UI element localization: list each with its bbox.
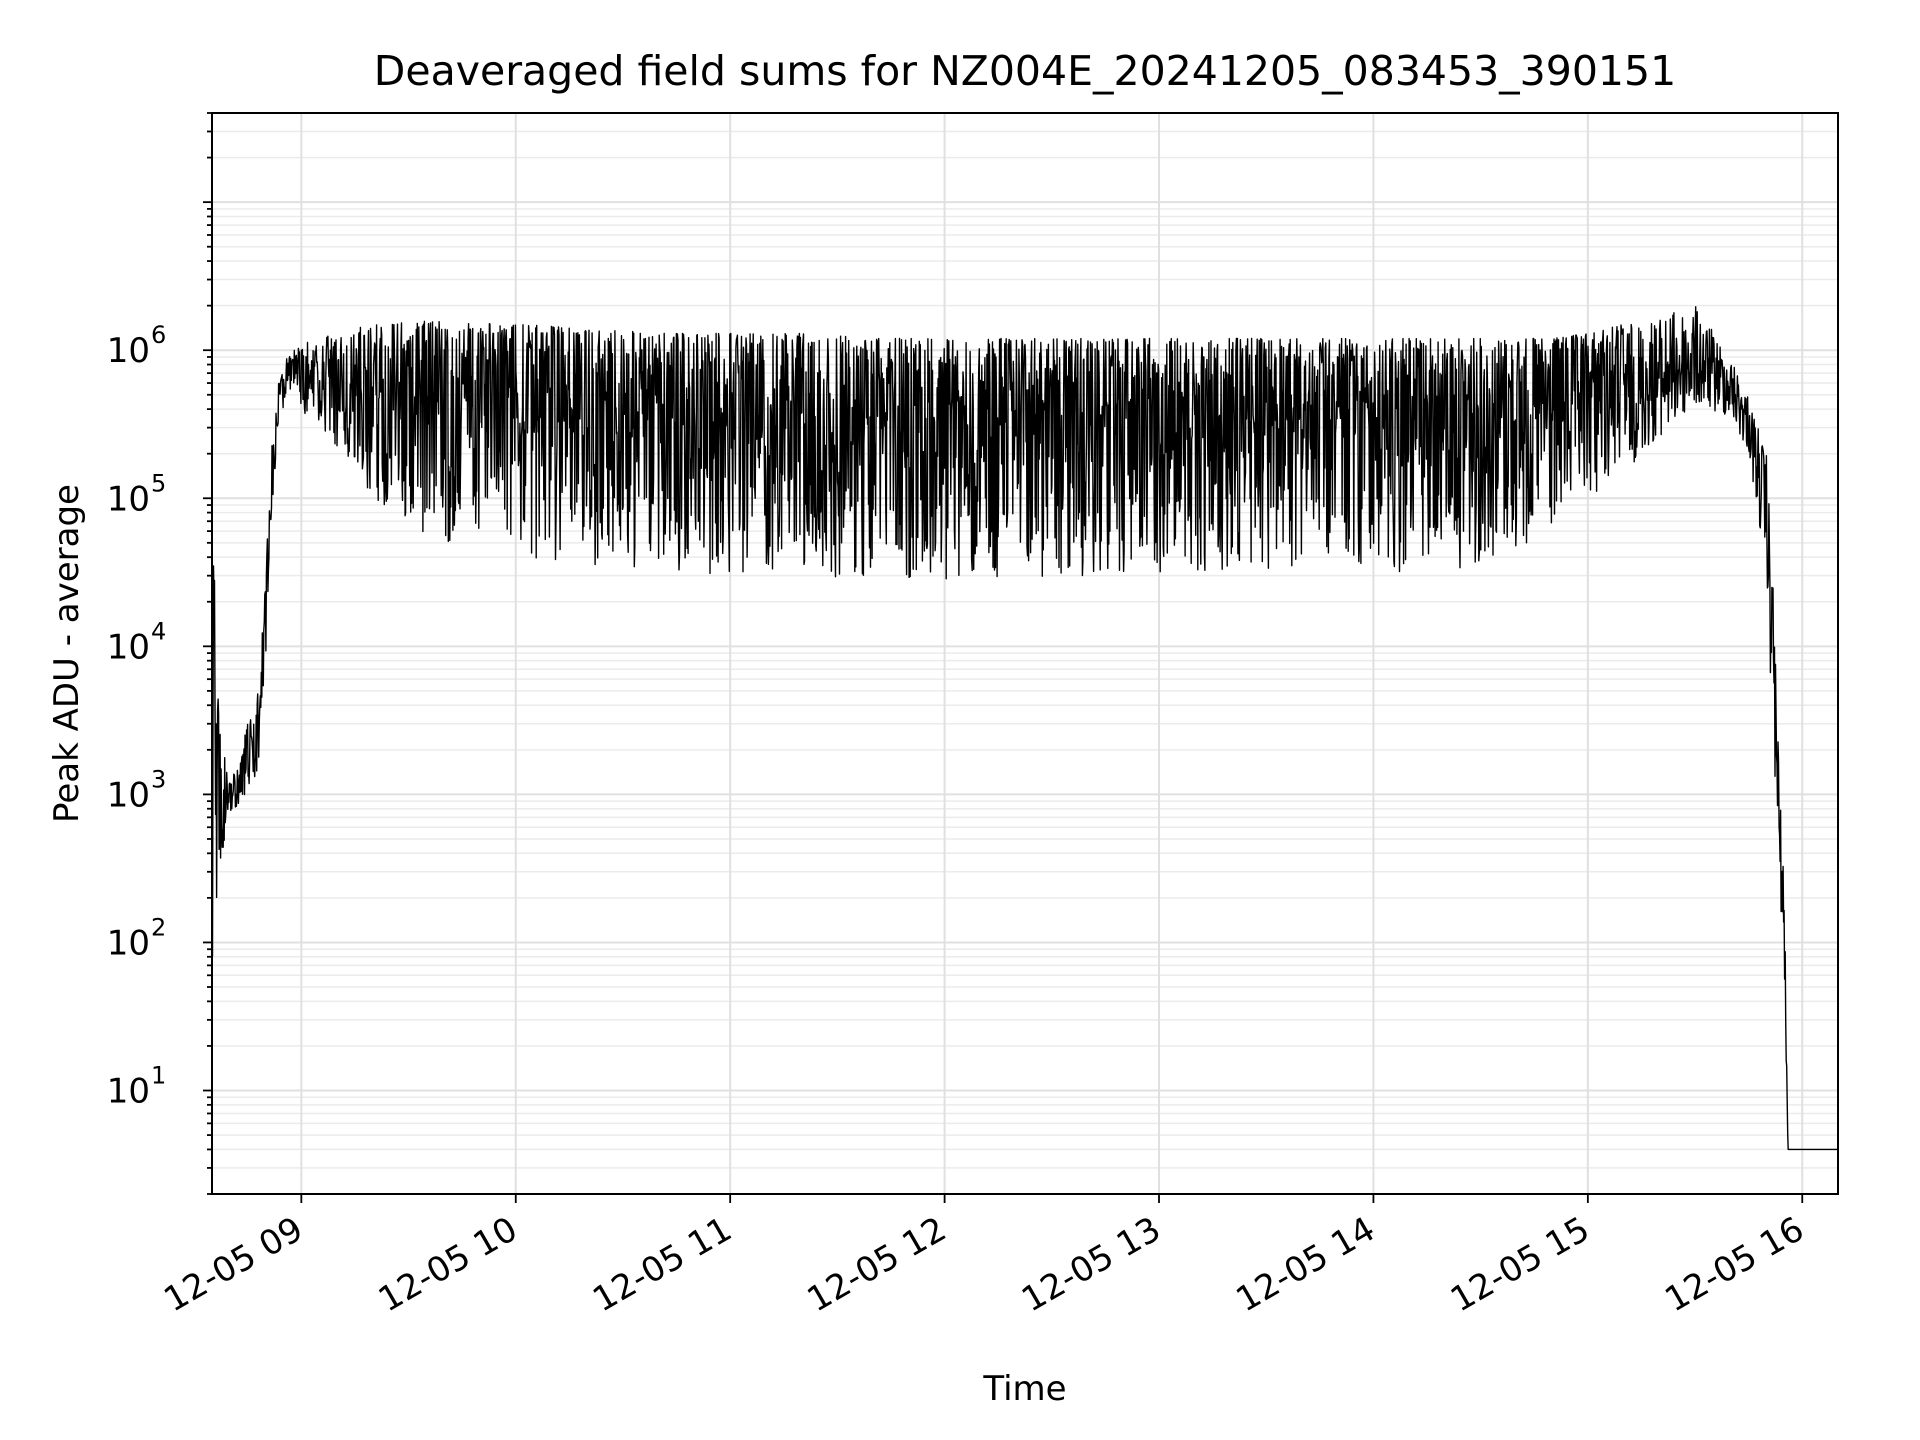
y-tick-label-exponent: 5 — [151, 469, 166, 497]
y-tick-label-exponent: 6 — [151, 321, 166, 349]
y-tick-label-exponent: 4 — [151, 617, 166, 645]
y-axis-label: Peak ADU - average — [47, 484, 87, 823]
y-tick-label: 10 — [107, 1072, 150, 1112]
y-tick-label: 10 — [107, 331, 150, 371]
chart-title: Deaveraged field sums for NZ004E_2024120… — [374, 47, 1676, 95]
y-tick-label-exponent: 2 — [151, 913, 166, 941]
y-tick-label: 10 — [107, 479, 150, 519]
y-tick-label: 10 — [107, 923, 150, 963]
y-tick-label-exponent: 3 — [151, 765, 166, 793]
y-tick-label-exponent: 1 — [151, 1062, 166, 1090]
series-line-peak-adu — [211, 306, 1839, 1151]
y-tick-label: 10 — [107, 775, 150, 815]
x-axis-label: Time — [982, 1369, 1066, 1409]
grid — [212, 112, 1838, 1195]
y-tick-label: 10 — [107, 627, 150, 667]
